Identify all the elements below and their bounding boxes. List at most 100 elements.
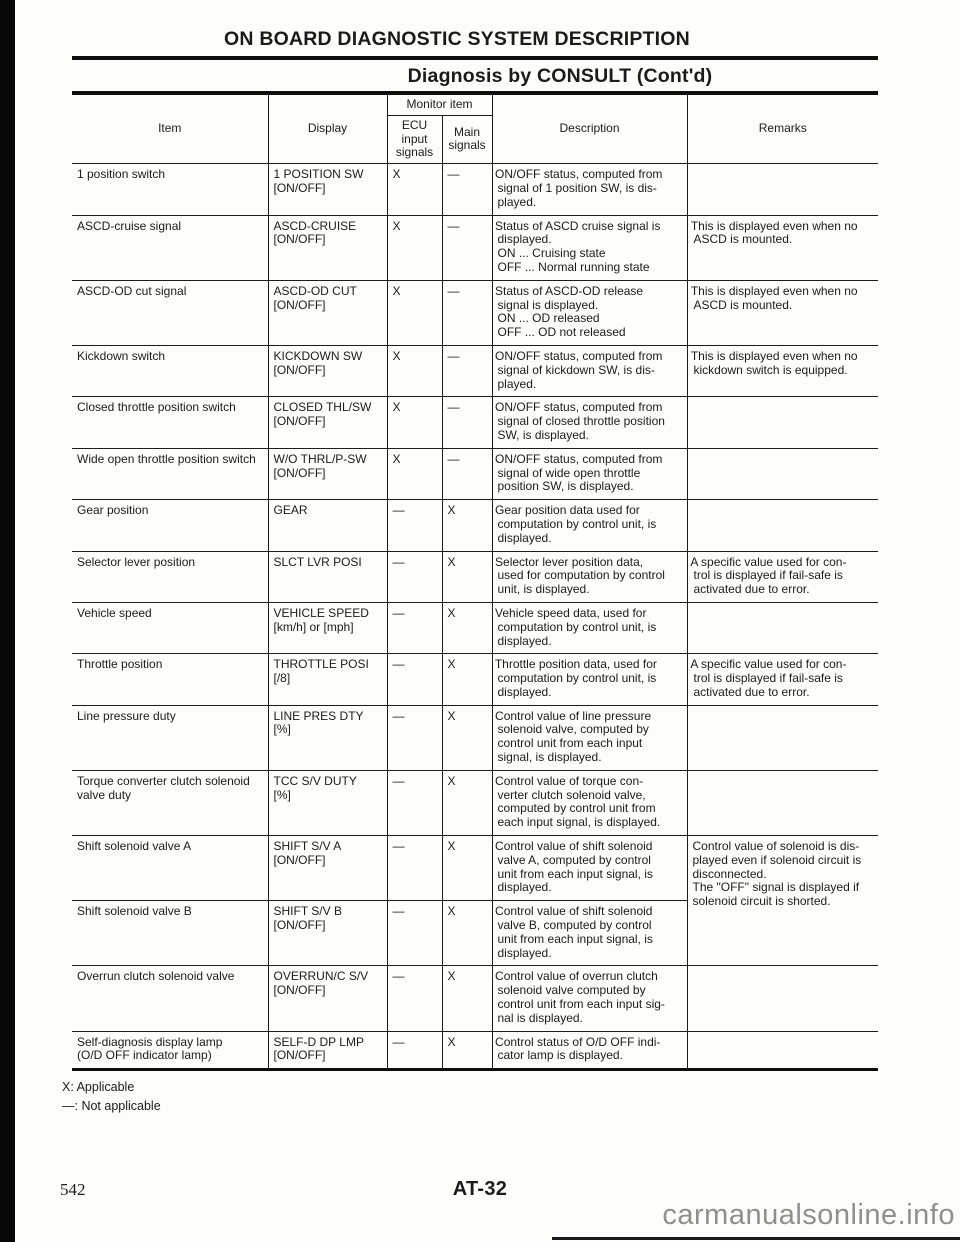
- page-number: 542: [60, 1180, 86, 1199]
- description-cell: • Status of ASCD cruise signal is displa…: [491, 214, 688, 281]
- display-cell: ASCD-OD CUT [ON/OFF]: [267, 279, 388, 346]
- ecu-input-signal-cell: —: [386, 769, 443, 837]
- page-title: ON BOARD DIAGNOSTIC SYSTEM DESCRIPTION: [224, 28, 690, 50]
- remarks-cell: [686, 1030, 878, 1072]
- header-main-signals: Main signals: [441, 114, 493, 165]
- remarks-cell: [686, 769, 878, 837]
- display-cell: SELF-D DP LMP [ON/OFF]: [267, 1030, 388, 1072]
- item-cell: Gear position: [72, 499, 269, 552]
- header-description: Description: [491, 91, 688, 165]
- item-cell: Wide open throttle position switch: [72, 447, 269, 501]
- item-cell: Vehicle speed: [72, 601, 269, 655]
- main-signal-cell: —: [441, 163, 493, 216]
- table-row: Vehicle speed VEHICLE SPEED [km/h] or [mp…: [72, 601, 878, 655]
- description-cell: • ON/OFF status, computed from signal of…: [491, 396, 688, 449]
- main-signal-cell: X: [441, 900, 493, 967]
- ecu-input-signal-cell: —: [386, 704, 443, 771]
- main-signal-cell: X: [441, 499, 493, 552]
- diagnostic-items-table: Item Display Monitor item Description Re…: [72, 90, 878, 1072]
- remarks-cell: Control value of solenoid is dis- played…: [686, 835, 878, 967]
- item-cell: Throttle position: [72, 653, 269, 706]
- remarks-cell: • This is displayed even when no kickdow…: [686, 344, 878, 398]
- display-cell: VEHICLE SPEED [km/h] or [mph]: [267, 601, 388, 655]
- description-cell: • Control value of line pressure solenoi…: [491, 704, 688, 771]
- main-signal-cell: —: [441, 279, 493, 346]
- main-signal-cell: X: [441, 835, 493, 902]
- ecu-input-signal-cell: —: [386, 550, 443, 603]
- description-cell: • Control value of shift solenoid valve …: [491, 835, 688, 902]
- display-cell: KICKDOWN SW [ON/OFF]: [267, 344, 388, 398]
- description-cell: • Status of ASCD-OD release signal is di…: [491, 279, 688, 346]
- display-cell: SLCT LVR POSI: [267, 550, 388, 603]
- main-signal-cell: X: [441, 653, 493, 706]
- table-row: Wide open throttle position switch W/O TH…: [72, 447, 878, 501]
- main-signal-cell: —: [441, 214, 493, 281]
- description-cell: • ON/OFF status, computed from signal of…: [491, 344, 688, 398]
- header-remarks: Remarks: [686, 91, 878, 165]
- display-cell: ASCD-CRUISE [ON/OFF]: [267, 214, 388, 281]
- remarks-cell: [686, 601, 878, 655]
- item-cell: Kickdown switch: [72, 344, 269, 398]
- table-row: Self-diagnosis display lamp (O/D OFF ind…: [72, 1030, 878, 1072]
- remarks-cell: • A specific value used for con- trol is…: [686, 653, 878, 706]
- main-signal-cell: X: [441, 769, 493, 837]
- item-cell: Closed throttle position switch: [72, 396, 269, 449]
- table-row: Shift solenoid valve A SHIFT S/V A [ON/OF…: [72, 835, 878, 967]
- table-row: Torque converter clutch solenoid valve d…: [72, 769, 878, 837]
- remarks-cell: [686, 965, 878, 1032]
- remarks-cell: • A specific value used for con- trol is…: [686, 550, 878, 603]
- header-display: Display: [267, 91, 388, 165]
- item-cell: 1 position switch: [72, 163, 269, 216]
- scan-edge-strip: [0, 0, 15, 1242]
- item-cell: Self-diagnosis display lamp (O/D OFF ind…: [72, 1030, 269, 1072]
- item-cell: Selector lever position: [72, 550, 269, 603]
- header-ecu-input-signals: ECU input signals: [386, 114, 443, 165]
- description-cell: • ON/OFF status, computed from signal of…: [491, 163, 688, 216]
- remarks-cell: [686, 396, 878, 449]
- description-cell: • Control value of torque con- verter cl…: [491, 769, 688, 837]
- legend-not-applicable: —: Not applicable: [62, 1099, 161, 1114]
- table-row: Overrun clutch solenoid valve OVERRUN/C S…: [72, 965, 878, 1032]
- ecu-input-signal-cell: —: [386, 653, 443, 706]
- item-cell: Shift solenoid valve B: [72, 900, 269, 967]
- ecu-input-signal-cell: —: [386, 900, 443, 967]
- table-row: ASCD-OD cut signal ASCD-OD CUT [ON/OFF] X —…: [72, 279, 878, 346]
- item-cell: Shift solenoid valve A: [72, 835, 269, 902]
- section-page-code: AT-32: [452, 1178, 508, 1200]
- ecu-input-signal-cell: X: [386, 214, 443, 281]
- main-signal-cell: —: [441, 344, 493, 398]
- display-cell: GEAR: [267, 499, 388, 552]
- remarks-cell: • This is displayed even when no ASCD is…: [686, 279, 878, 346]
- item-cell: ASCD-OD cut signal: [72, 279, 269, 346]
- main-signal-cell: X: [441, 1030, 493, 1072]
- display-cell: 1 POSITION SW [ON/OFF]: [267, 163, 388, 216]
- display-cell: LINE PRES DTY [%]: [267, 704, 388, 771]
- table-legend: X: Applicable —: Not applicable: [62, 1078, 878, 1116]
- remarks-cell: [686, 163, 878, 216]
- table-row: ASCD-cruise signal ASCD-CRUISE [ON/OFF] X —…: [72, 214, 878, 281]
- description-cell: • Control value of overrun clutch soleno…: [491, 965, 688, 1032]
- display-cell: OVERRUN/C S/V [ON/OFF]: [267, 965, 388, 1032]
- display-cell: CLOSED THL/SW [ON/OFF]: [267, 396, 388, 449]
- table-header: Item Display Monitor item Description Re…: [72, 90, 878, 165]
- ecu-input-signal-cell: —: [386, 601, 443, 655]
- description-cell: • Throttle position data, used for compu…: [491, 653, 688, 706]
- remarks-cell: [686, 447, 878, 501]
- legend-applicable: X: Applicable: [62, 1080, 135, 1095]
- main-signal-cell: X: [441, 965, 493, 1032]
- item-cell: ASCD-cruise signal: [72, 214, 269, 281]
- display-cell: SHIFT S/V A [ON/OFF]: [267, 835, 388, 902]
- footer-divider: [552, 1237, 960, 1240]
- description-cell: • Gear position data used for computatio…: [491, 499, 688, 552]
- ecu-input-signal-cell: —: [386, 965, 443, 1032]
- main-signal-cell: X: [441, 704, 493, 771]
- table-row: Closed throttle position switch CLOSED TH…: [72, 396, 878, 449]
- remarks-cell: [686, 704, 878, 771]
- ecu-input-signal-cell: X: [386, 344, 443, 398]
- ecu-input-signal-cell: X: [386, 396, 443, 449]
- description-cell: • Control value of shift solenoid valve …: [491, 900, 688, 967]
